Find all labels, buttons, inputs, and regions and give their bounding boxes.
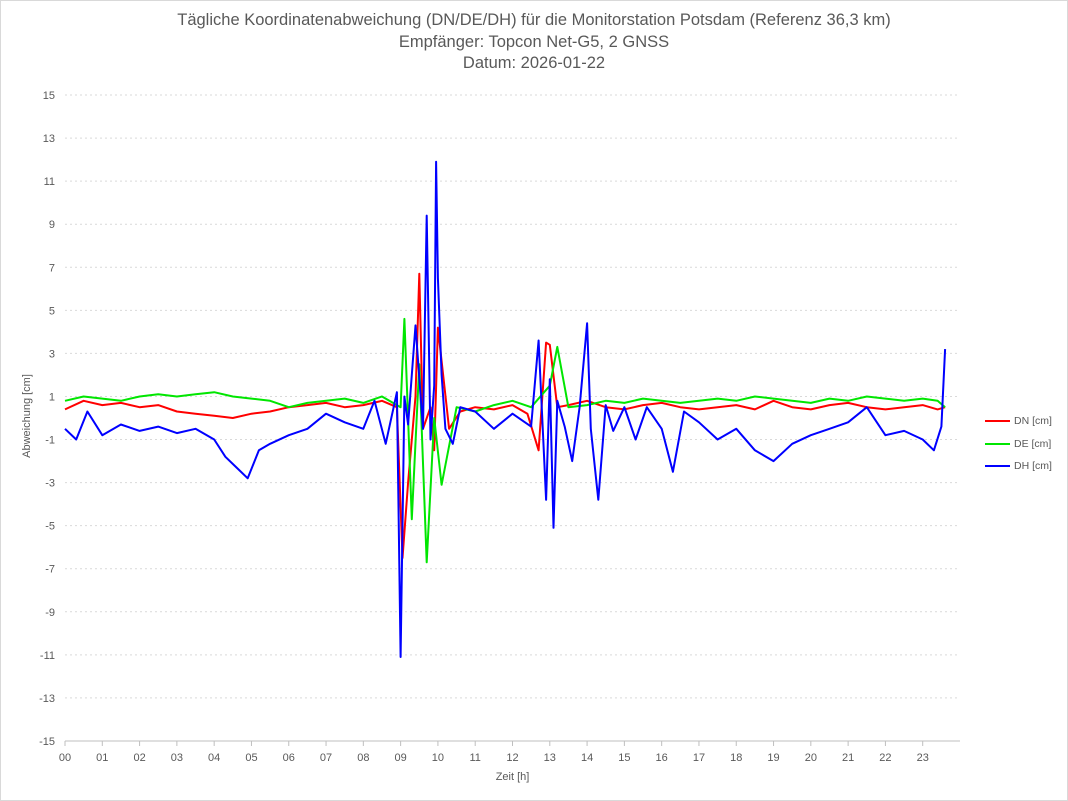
x-tick-label: 10 xyxy=(432,752,444,764)
y-tick-label: -13 xyxy=(39,693,55,705)
series-line-de xyxy=(64,317,946,564)
legend: DN [cm] DE [cm] DH [cm] xyxy=(985,410,1065,478)
x-tick-label: 12 xyxy=(506,752,518,764)
y-axis-title: Abweichung [cm] xyxy=(21,374,33,458)
x-tick-label: 18 xyxy=(730,752,742,764)
x-tick-label: 08 xyxy=(357,752,369,764)
y-tick-label: 11 xyxy=(44,176,55,188)
chart-subtitle: Empfänger: Topcon Net-G5, 2 GNSS xyxy=(398,32,670,51)
legend-item-dn: DN [cm] xyxy=(985,410,1065,433)
x-tick-label: 00 xyxy=(59,752,71,764)
x-tick-label: 16 xyxy=(656,752,668,764)
y-tick-label: -15 xyxy=(39,736,55,748)
y-tick-label: 5 xyxy=(49,305,55,317)
x-tick-label: 07 xyxy=(320,752,332,764)
y-tick-label: 9 xyxy=(49,219,55,231)
y-tick-label: -7 xyxy=(45,564,55,576)
x-tick-label: 20 xyxy=(805,752,817,764)
legend-swatch-de xyxy=(985,442,1010,445)
legend-label-dh: DH [cm] xyxy=(1014,460,1052,473)
legend-item-de: DE [cm] xyxy=(985,433,1065,456)
y-tick-label: -1 xyxy=(45,435,55,447)
legend-item-dh: DH [cm] xyxy=(985,455,1065,478)
legend-swatch-dh xyxy=(985,465,1010,468)
x-tick-label: 04 xyxy=(208,752,220,764)
x-tick-label: 23 xyxy=(917,752,929,764)
y-tick-label: 1 xyxy=(49,391,55,403)
x-axis-title: Zeit [h] xyxy=(496,771,530,783)
x-tick-label: 13 xyxy=(544,752,556,764)
x-tick-label: 19 xyxy=(767,752,779,764)
x-tick-label: 09 xyxy=(395,752,407,764)
series-lines xyxy=(64,160,947,658)
chart-title-block: Tägliche Koordinatenabweichung (DN/DE/DH… xyxy=(0,10,1068,75)
x-tick-label: 14 xyxy=(581,752,593,764)
y-tick-label: 3 xyxy=(49,348,55,360)
y-tick-label: -11 xyxy=(40,650,55,662)
x-tick-label: 01 xyxy=(96,752,108,764)
legend-label-dn: DN [cm] xyxy=(1014,415,1052,428)
x-tick-label: 15 xyxy=(618,752,630,764)
y-tick-label: -3 xyxy=(45,478,55,490)
y-tick-label: 15 xyxy=(43,90,55,102)
x-tick-label: 03 xyxy=(171,752,183,764)
x-tick-label: 11 xyxy=(469,752,480,764)
legend-label-de: DE [cm] xyxy=(1014,437,1052,450)
y-tick-label: 13 xyxy=(43,133,55,145)
y-tick-label: -9 xyxy=(45,607,55,619)
x-tick-label: 21 xyxy=(842,752,854,764)
x-tick-label: 05 xyxy=(245,752,257,764)
chart-title: Tägliche Koordinatenabweichung (DN/DE/DH… xyxy=(177,11,891,29)
x-tick-label: 22 xyxy=(879,752,891,764)
series-line-dh xyxy=(64,160,947,658)
series-line-dn xyxy=(64,272,946,559)
y-axis-ticks: 15 13 11 9 7 5 3 1 -1 -3 -5 -7 -9 -11 -13 -15 xyxy=(39,90,55,748)
x-tick-label: 02 xyxy=(133,752,145,764)
y-tick-label: 7 xyxy=(49,262,55,274)
x-axis-ticks: 00 01 02 03 04 05 06 07 08 09 10 11 12 13 14 15 16 17 18 19… xyxy=(59,741,929,764)
x-tick-label: 17 xyxy=(693,752,705,764)
y-tick-label: -5 xyxy=(45,521,55,533)
grid-lines xyxy=(65,94,960,742)
legend-swatch-dn xyxy=(985,420,1010,423)
chart-date: Datum: 2026-01-22 xyxy=(462,54,606,72)
x-tick-label: 06 xyxy=(283,752,295,764)
